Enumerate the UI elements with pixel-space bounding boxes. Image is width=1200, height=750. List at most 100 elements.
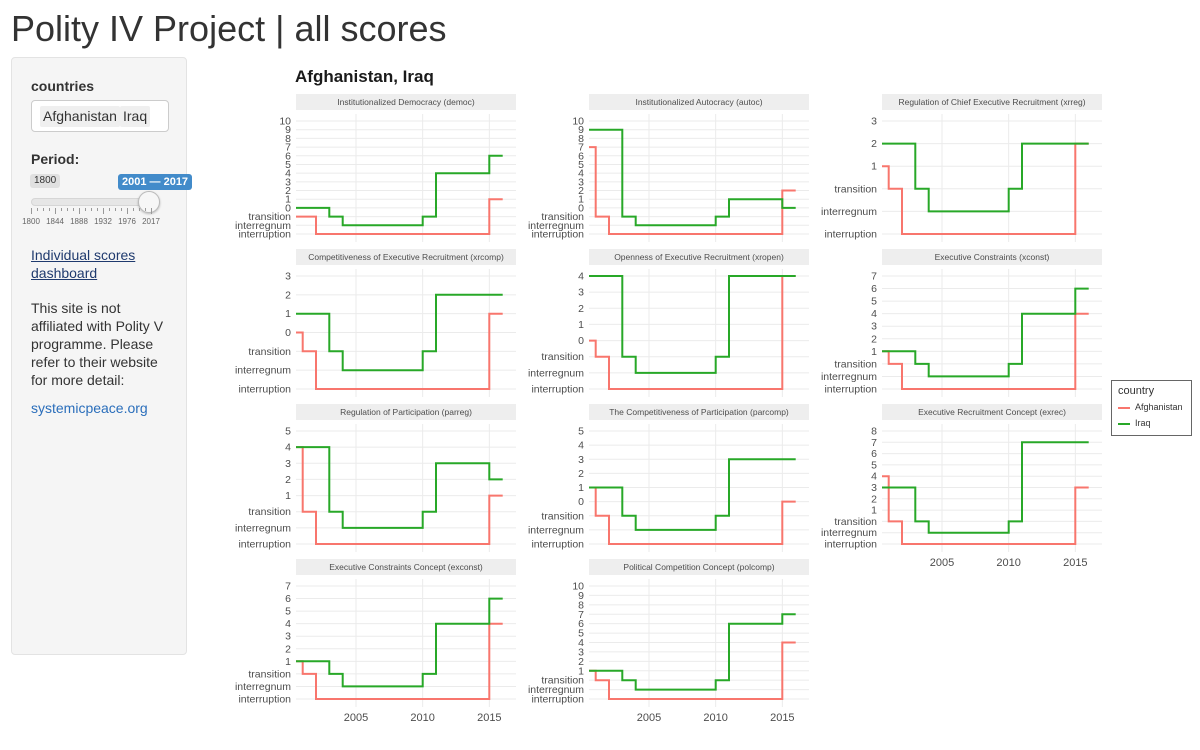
y-tick-label: 5 xyxy=(578,628,584,640)
y-tick-label: 0 xyxy=(285,327,291,339)
y-tick-label: 8 xyxy=(285,133,291,145)
facet-strip xyxy=(296,559,516,575)
slider-grid-label: 1976 xyxy=(118,217,136,226)
y-tick-label: 1 xyxy=(578,665,584,677)
y-tick-label: 3 xyxy=(578,176,584,188)
facet-strip-title: The Competitiveness of Participation (pa… xyxy=(609,407,789,417)
facet-strip-title: Institutionalized Autocracy (autoc) xyxy=(635,97,762,107)
y-tick-label: interruption xyxy=(238,694,291,706)
y-tick-label: 7 xyxy=(871,437,877,449)
facet-strip-title: Political Competition Concept (polcomp) xyxy=(623,562,774,572)
y-tick-label: interruption xyxy=(238,539,291,551)
facet-panel: Executive Constraints (xconst) interrupti… xyxy=(821,249,1102,397)
countries-select-input[interactable]: Afghanistan Iraq xyxy=(31,100,169,132)
facet-panel: Institutionalized Democracy (democ) inter… xyxy=(235,94,516,242)
slider-tick xyxy=(139,208,140,211)
slider-grid: 1800 1844 1888 1932 1976 2017 xyxy=(22,217,171,229)
series-line-afghanistan xyxy=(589,146,796,235)
y-tick-label: interruption xyxy=(531,229,584,241)
y-tick-label: interruption xyxy=(238,384,291,396)
slider-grid-label: 1800 xyxy=(22,217,40,226)
y-tick-label: interruption xyxy=(238,229,291,241)
y-tick-label: 4 xyxy=(285,168,291,180)
series-line-afghanistan xyxy=(589,641,796,700)
country-chip-iraq[interactable]: Iraq xyxy=(120,106,151,127)
y-tick-label: 3 xyxy=(578,287,584,299)
y-tick-label: 9 xyxy=(285,124,291,136)
slider-tick xyxy=(43,208,44,211)
series-line-iraq xyxy=(882,142,1089,213)
sidebar-panel: countries Afghanistan Iraq Period: 1800 … xyxy=(11,57,193,655)
period-slider-handle[interactable] xyxy=(138,191,160,213)
x-tick-label: 2005 xyxy=(344,712,368,724)
series-line-afghanistan xyxy=(882,475,1089,545)
facet-panel: Regulation of Chief Executive Recruitmen… xyxy=(821,94,1102,242)
y-tick-label: 2 xyxy=(871,333,877,345)
y-tick-label: 2 xyxy=(578,656,584,668)
y-tick-label: 1 xyxy=(578,482,584,494)
y-tick-label: 6 xyxy=(285,593,291,605)
legend-swatch-iraq xyxy=(1118,423,1130,425)
series-line-afghanistan xyxy=(296,312,503,390)
y-tick-label: 5 xyxy=(578,426,584,438)
x-tick-label: 2005 xyxy=(637,712,661,724)
slider-tick xyxy=(37,208,38,211)
y-tick-label: 10 xyxy=(572,116,584,128)
y-tick-label: transition xyxy=(541,211,584,223)
slider-tick xyxy=(115,208,116,211)
y-tick-label: 5 xyxy=(578,159,584,171)
series-line-afghanistan xyxy=(589,486,796,545)
series-line-iraq xyxy=(589,613,796,691)
legend: country Afghanistan Iraq xyxy=(1111,380,1192,436)
series-line-iraq xyxy=(589,458,796,531)
y-tick-label: 4 xyxy=(285,442,291,454)
series-line-iraq xyxy=(589,275,796,374)
legend-label-iraq: Iraq xyxy=(1135,418,1151,428)
y-tick-label: 5 xyxy=(871,459,877,471)
slider-selected-range: 2001 — 2017 xyxy=(118,174,193,190)
country-chip-afghanistan[interactable]: Afghanistan xyxy=(40,106,120,127)
y-tick-label: 1 xyxy=(285,490,291,502)
facet-panel: Political Competition Concept (polcomp) i… xyxy=(528,559,809,724)
y-tick-label: 3 xyxy=(578,454,584,466)
systemicpeace-link[interactable]: systemicpeace.org xyxy=(31,400,148,416)
y-tick-label: 8 xyxy=(578,599,584,611)
y-tick-label: 0 xyxy=(578,202,584,214)
page-title: Polity IV Project | all scores xyxy=(11,8,447,49)
slider-tick xyxy=(109,208,110,211)
facet-panel: The Competitiveness of Participation (pa… xyxy=(528,404,809,552)
y-tick-label: 9 xyxy=(578,590,584,602)
slider-tick xyxy=(67,208,68,211)
legend-title: country xyxy=(1118,385,1155,397)
y-tick-label: 2 xyxy=(871,138,877,150)
facet-panel: Openness of Executive Recruitment (xrope… xyxy=(528,249,809,397)
slider-tick xyxy=(55,208,56,214)
y-tick-label: interruption xyxy=(531,539,584,551)
series-line-afghanistan xyxy=(296,446,503,545)
y-tick-label: transition xyxy=(541,675,584,687)
y-tick-label: 6 xyxy=(285,150,291,162)
y-tick-label: interruption xyxy=(531,694,584,706)
y-tick-label: 2 xyxy=(578,303,584,315)
slider-grid-label: 1932 xyxy=(94,217,112,226)
y-tick-label: 3 xyxy=(871,321,877,333)
individual-scores-dashboard-link[interactable]: Individual scores dashboard xyxy=(31,247,136,281)
y-tick-label: interregnum xyxy=(528,220,584,232)
y-tick-label: transition xyxy=(248,346,291,358)
y-tick-label: transition xyxy=(248,668,291,680)
y-tick-label: 3 xyxy=(578,646,584,658)
series-line-afghanistan xyxy=(882,142,1089,235)
facet-strip xyxy=(296,249,516,265)
series-line-iraq xyxy=(296,597,503,688)
slider-tick xyxy=(79,208,80,214)
facet-panel: Competitiveness of Executive Recruitment… xyxy=(235,249,516,397)
y-tick-label: 6 xyxy=(871,283,877,295)
series-line-afghanistan xyxy=(589,275,796,390)
facet-strip xyxy=(589,404,809,420)
facet-panel: Executive Recruitment Concept (exrec) int… xyxy=(821,404,1102,569)
y-tick-label: 2 xyxy=(285,474,291,486)
y-tick-label: transition xyxy=(834,516,877,528)
x-tick-label: 2010 xyxy=(996,557,1020,569)
y-tick-label: transition xyxy=(541,510,584,522)
